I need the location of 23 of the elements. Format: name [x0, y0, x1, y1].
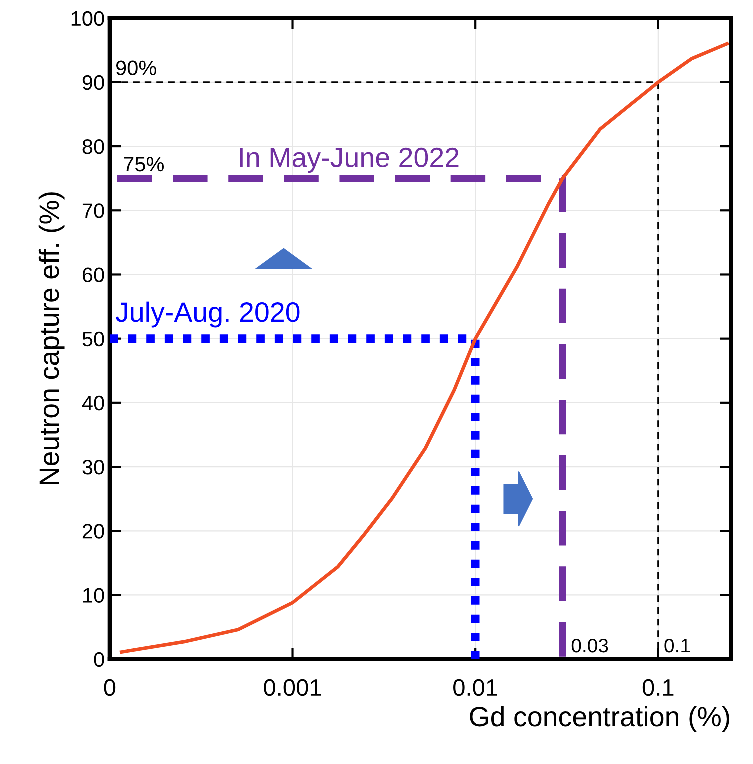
y-tick-label: 80 — [82, 140, 104, 154]
y-tick-label: 40 — [82, 396, 104, 411]
x-tick-label: 0.01 — [454, 679, 498, 696]
x-tick-label: 0 — [104, 679, 116, 696]
y-tick-label: 50 — [82, 332, 104, 347]
y-tick-label: 70 — [82, 204, 104, 218]
annotation: 90% — [116, 60, 156, 76]
y-tick-label: 30 — [82, 460, 104, 475]
y-tick-label: 60 — [82, 268, 104, 282]
y-tick-label: 20 — [82, 524, 104, 539]
y-tick-label: 0 — [94, 652, 104, 668]
annotation: 0.03 — [572, 638, 608, 653]
y-tick-label: 90 — [82, 75, 104, 90]
annotation: In May-June 2022 — [240, 148, 459, 174]
annotation: 0.1 — [664, 638, 690, 653]
x-axis-title: Gd concentration (%) — [470, 706, 730, 732]
y-tick-label: 10 — [83, 588, 104, 603]
x-tick-label: 0.001 — [264, 679, 322, 696]
annotation: July-Aug. 2020 — [116, 302, 300, 328]
x-tick-label: 0.1 — [642, 679, 674, 696]
y-tick-label: 100 — [72, 11, 104, 26]
y-axis-title: Neutron capture eff. (%) — [38, 192, 65, 485]
annotation: 75% — [124, 157, 164, 172]
